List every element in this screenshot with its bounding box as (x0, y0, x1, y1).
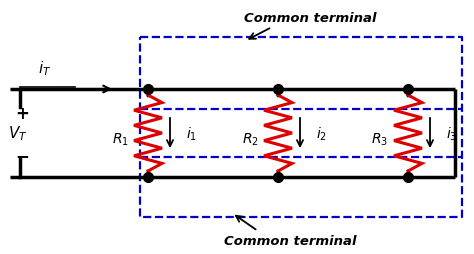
Text: $R_3$: $R_3$ (372, 131, 389, 148)
Text: $R_2$: $R_2$ (242, 131, 258, 148)
Text: Common terminal: Common terminal (224, 235, 356, 248)
Text: $\mathbf{\it{V_T}}$: $\mathbf{\it{V_T}}$ (8, 124, 28, 143)
Text: Common terminal: Common terminal (244, 11, 376, 24)
Text: $i_2$: $i_2$ (317, 125, 328, 142)
Text: $i_1$: $i_1$ (186, 125, 198, 142)
Text: +: + (15, 105, 29, 122)
Text: −: − (15, 146, 29, 164)
Text: $R_1$: $R_1$ (111, 131, 128, 148)
Text: $i_3$: $i_3$ (447, 125, 457, 142)
Text: $i_T$: $i_T$ (38, 59, 51, 78)
